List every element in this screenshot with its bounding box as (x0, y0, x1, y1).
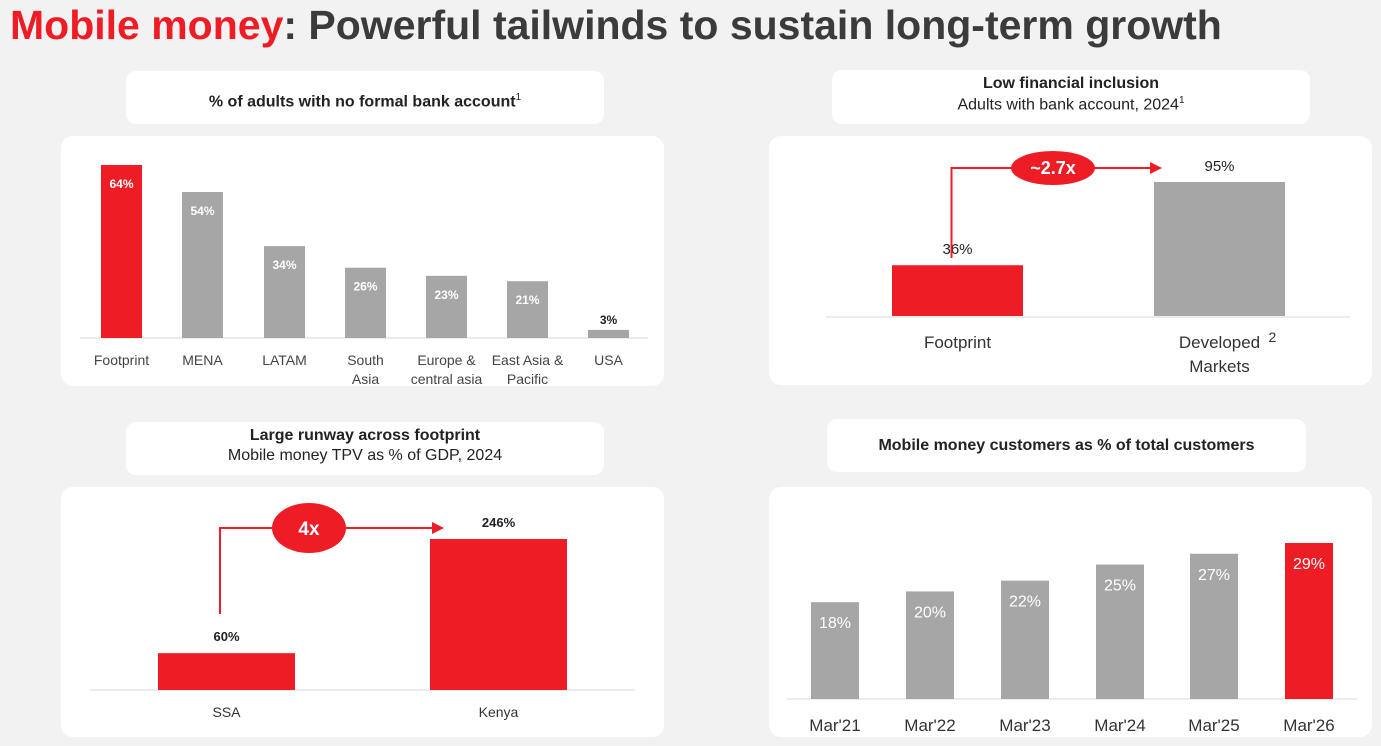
no-account-category-label: Europe & (417, 352, 476, 368)
customers-value-label: 27% (1198, 567, 1230, 584)
no-account-value-label: 3% (600, 313, 618, 327)
customers-value-label: 20% (914, 604, 946, 621)
inclusion-header-line2: Adults with bank account, 2024 (957, 96, 1179, 114)
customers-header: Mobile money customers as % of total cus… (827, 419, 1306, 472)
inclusion-value-label: 95% (1204, 158, 1234, 175)
no-account-category-label: MENA (182, 352, 223, 368)
customers-category-label: Mar'24 (1094, 716, 1145, 735)
no-account-bar (182, 192, 223, 338)
customers-category-label: Mar'21 (809, 716, 860, 735)
tpv-value-label: 246% (482, 515, 516, 530)
customers-value-label: 25% (1104, 578, 1136, 595)
customers-value-label: 18% (819, 615, 851, 632)
no-account-bar (588, 329, 629, 338)
no-account-value-label: 54% (190, 204, 214, 218)
customers-header-text: Mobile money customers as % of total cus… (878, 437, 1255, 454)
inclusion-bar (892, 265, 1023, 316)
inclusion-category-label: Footprint (924, 333, 991, 352)
inclusion-multiplier-badge (1011, 151, 1095, 185)
no-account-value-label: 34% (272, 258, 296, 272)
tpv-multiplier-badge (272, 503, 346, 553)
customers-value-label: 29% (1293, 556, 1325, 573)
customers-card (769, 487, 1372, 737)
no-account-header-text: % of adults with no formal bank account (208, 93, 516, 111)
no-account-bar (426, 275, 467, 338)
no-account-category-label: Pacific (507, 371, 548, 387)
inclusion-category-label: Markets (1189, 357, 1249, 376)
page-title: Mobile money: Powerful tailwinds to sust… (10, 2, 1222, 49)
no-account-category-label: central asia (411, 371, 483, 387)
no-account-value-label: 23% (434, 288, 458, 302)
no-account-bar (264, 246, 305, 338)
inclusion-category-label: Developed (1179, 333, 1260, 352)
no-account-header: % of adults with no formal bank account1 (126, 71, 604, 124)
no-account-category-label: Footprint (94, 352, 149, 368)
customers-category-label: Mar'25 (1188, 716, 1239, 735)
customers-bar (811, 602, 859, 699)
inclusion-bar (1154, 182, 1285, 316)
tpv-arrow-line (219, 527, 434, 614)
no-account-category-label: South (347, 352, 384, 368)
no-account-bar (345, 267, 386, 338)
no-account-category-label: USA (594, 352, 623, 368)
tpv-arrow-head (432, 522, 444, 534)
tpv-bar (430, 539, 567, 690)
inclusion-header-line1: Low financial inclusion (982, 75, 1159, 92)
tpv-category-label: SSA (212, 704, 241, 720)
no-account-category-label: Asia (352, 371, 379, 387)
customers-bar (1001, 580, 1049, 699)
customers-bar (906, 591, 954, 699)
inclusion-value-label: 36% (942, 241, 972, 258)
tpv-value-label: 60% (213, 629, 239, 644)
no-account-category-label: East Asia & (492, 352, 564, 368)
customers-category-label: Mar'23 (999, 716, 1050, 735)
inclusion-header-sup: 1 (1178, 95, 1185, 106)
inclusion-category-sup: 2 (1269, 329, 1277, 345)
customers-bar (1285, 543, 1333, 699)
no-account-category-label: LATAM (262, 352, 307, 368)
customers-value-label: 22% (1009, 594, 1041, 611)
inclusion-arrow-head (1150, 162, 1162, 174)
title-rest: : Powerful tailwinds to sustain long-ter… (283, 2, 1222, 48)
no-account-value-label: 64% (109, 177, 133, 191)
tpv-multiplier-label: 4x (298, 519, 320, 540)
no-account-bar (507, 281, 548, 338)
customers-bar (1190, 553, 1238, 699)
no-account-bar (101, 165, 142, 338)
no-account-value-label: 21% (515, 293, 539, 307)
tpv-header-line2: Mobile money TPV as % of GDP, 2024 (227, 447, 503, 464)
no-account-card (61, 136, 664, 386)
customers-category-label: Mar'22 (904, 716, 955, 735)
tpv-bar (158, 653, 295, 690)
inclusion-header: Low financial inclusion Adults with bank… (832, 70, 1310, 124)
tpv-header: Large runway across footprint Mobile mon… (126, 422, 604, 475)
no-account-value-label: 26% (353, 280, 377, 294)
inclusion-multiplier-label: ~2.7x (1030, 158, 1076, 178)
tpv-category-label: Kenya (479, 704, 519, 720)
no-account-header-sup: 1 (515, 92, 522, 103)
title-accent: Mobile money (10, 2, 284, 48)
tpv-header-line1: Large runway across footprint (249, 427, 481, 444)
customers-bar (1096, 564, 1144, 699)
customers-category-label: Mar'26 (1283, 716, 1334, 735)
